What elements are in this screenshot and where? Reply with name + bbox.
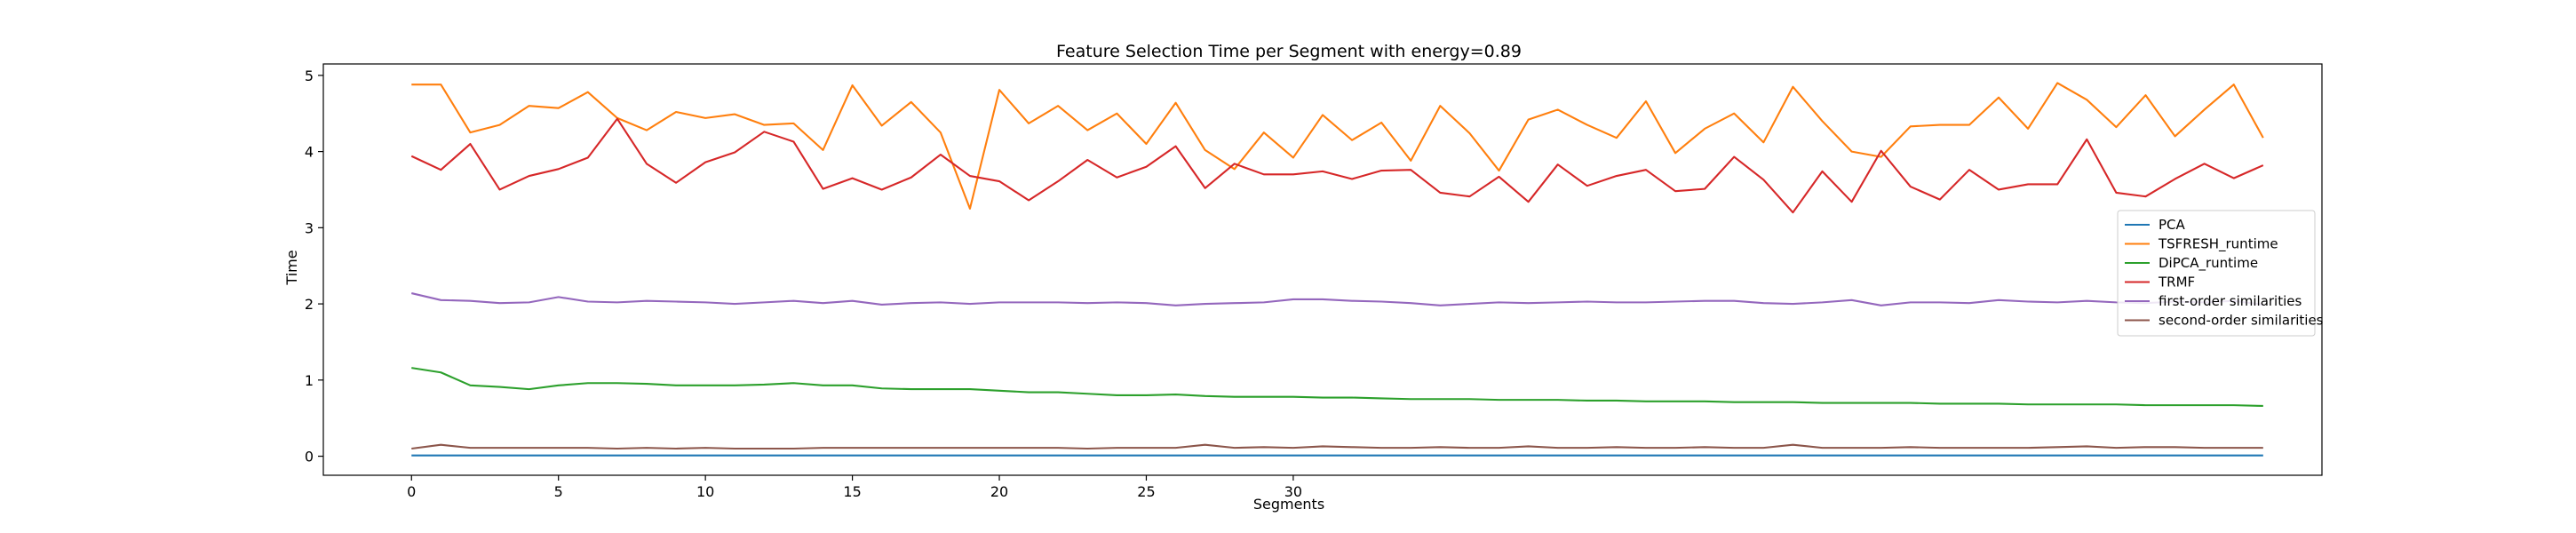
legend: PCA TSFRESH_runtime DiPCA_runtime TRMF first… (2117, 210, 2324, 337)
legend-entry-label: first-order similarities (2159, 293, 2302, 309)
legend-box (2117, 210, 2316, 337)
series-line-trmf (410, 117, 2264, 214)
y-tick-label: 3 (305, 219, 314, 236)
x-tick-label: 30 (1284, 483, 1302, 500)
y-tick-label: 5 (305, 68, 314, 84)
series-line-tsfresh-runtime (411, 82, 2264, 210)
y-tick-label: 1 (305, 372, 314, 389)
y-axis-label: Time (283, 250, 300, 285)
plot-area: 0 5 10 15 20 25 30 0 1 2 3 4 5 (305, 63, 2323, 500)
x-tick-label: 0 (407, 483, 416, 500)
chart-title: Feature Selection Time per Segment with … (1056, 42, 1522, 61)
x-tick-label: 20 (990, 483, 1008, 500)
x-tick-label: 25 (1137, 483, 1155, 500)
legend-entry-label: TRMF (2158, 274, 2195, 290)
legend-entry-label: TSFRESH_runtime (2158, 236, 2278, 253)
axes-frame (322, 63, 2323, 476)
x-tick-label: 15 (843, 483, 861, 500)
x-axis-label: Segments (1253, 496, 1324, 513)
y-tick-label: 2 (305, 296, 314, 313)
y-tick-label: 4 (305, 144, 314, 161)
legend-entry-label: second-order similarities (2159, 313, 2324, 329)
y-tick-label: 0 (305, 449, 314, 465)
x-tick-label: 10 (696, 483, 714, 500)
legend-entry-label: DiPCA_runtime (2159, 255, 2258, 272)
series-line-first-order-similarities (411, 292, 2263, 306)
legend-entry-label: PCA (2159, 217, 2186, 233)
series-line-second-order-similarities (411, 443, 2263, 450)
series-line-dipca-runtime (411, 367, 2263, 408)
x-tick-label: 5 (554, 483, 563, 500)
